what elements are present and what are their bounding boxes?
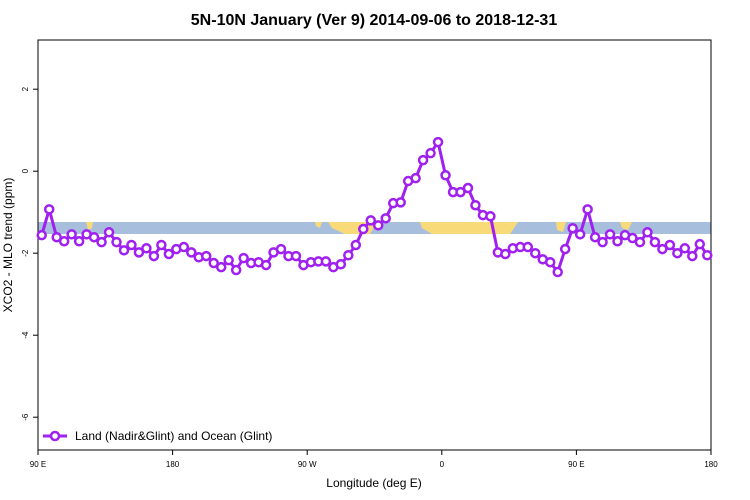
x-tick-label: 90 W xyxy=(298,460,317,469)
data-point xyxy=(43,204,55,215)
data-point xyxy=(215,261,227,273)
data-point xyxy=(567,222,578,234)
data-point xyxy=(36,229,47,241)
legend-marker xyxy=(49,430,61,442)
data-point xyxy=(544,256,556,268)
data-point xyxy=(73,236,85,247)
data-point xyxy=(500,248,511,260)
data-point xyxy=(186,247,197,258)
data-point xyxy=(425,147,436,159)
data-point xyxy=(552,266,563,278)
data-point xyxy=(372,220,384,231)
data-point xyxy=(358,223,369,235)
data-point xyxy=(634,236,646,248)
data-point xyxy=(290,250,302,262)
data-point xyxy=(66,229,77,240)
data-point xyxy=(417,154,429,166)
y-tick-label: -4 xyxy=(21,331,30,339)
data-point xyxy=(597,236,608,248)
x-tick-label: 90 E xyxy=(30,460,46,469)
data-point xyxy=(118,245,130,256)
x-axis-label: Longitude (deg E) xyxy=(326,476,421,490)
data-point xyxy=(649,236,661,248)
data-point xyxy=(380,213,391,224)
data-point xyxy=(604,229,616,240)
plot-frame xyxy=(37,39,712,451)
data-point xyxy=(664,239,676,251)
data-point xyxy=(574,229,586,240)
data-point xyxy=(679,243,691,254)
data-point xyxy=(230,264,242,276)
land xyxy=(620,222,632,230)
data-point xyxy=(530,247,541,259)
chart-title: 5N-10N January (Ver 9) 2014-09-06 to 201… xyxy=(191,12,558,29)
data-point xyxy=(687,250,698,262)
data-point xyxy=(462,182,474,194)
data-point xyxy=(178,241,190,253)
y-axis-label: XCO2 - MLO trend (ppm) xyxy=(1,178,15,313)
data-point xyxy=(335,259,347,270)
data-point xyxy=(350,239,362,251)
data-point xyxy=(702,250,713,261)
x-tick-label: 180 xyxy=(166,460,180,469)
data-point xyxy=(156,239,167,251)
legend-label: Land (Nadir&Glint) and Ocean (Glint) xyxy=(75,429,272,443)
data-point xyxy=(432,136,444,148)
data-point xyxy=(582,204,593,215)
data-point xyxy=(133,247,145,258)
x-tick-label: 0 xyxy=(440,460,445,469)
data-point xyxy=(126,239,137,251)
data-point xyxy=(559,243,571,255)
data-point xyxy=(51,231,62,243)
data-point xyxy=(58,236,70,247)
data-point xyxy=(694,238,706,250)
data-point xyxy=(522,241,534,253)
data-point xyxy=(320,256,332,267)
data-point xyxy=(642,227,653,238)
data-point xyxy=(672,247,683,259)
x-tick-label: 90 E xyxy=(568,460,584,469)
data-point xyxy=(275,243,287,255)
data-point xyxy=(141,243,152,254)
data-point xyxy=(343,250,354,261)
data-point xyxy=(163,248,175,260)
data-point xyxy=(485,211,496,222)
data-point xyxy=(627,232,638,244)
land xyxy=(556,222,566,232)
data-point xyxy=(455,186,466,198)
y-tick-label: 0 xyxy=(21,168,30,173)
data-point xyxy=(238,252,249,264)
data-point xyxy=(103,227,115,238)
data-point xyxy=(470,199,481,211)
y-tick-label: -6 xyxy=(21,413,30,421)
data-point xyxy=(589,231,601,243)
data-point xyxy=(657,243,668,255)
land xyxy=(420,222,518,234)
data-point xyxy=(395,197,406,208)
land xyxy=(86,222,93,230)
land xyxy=(315,222,322,228)
data-point xyxy=(208,257,219,269)
data-point xyxy=(365,215,377,226)
data-point xyxy=(260,259,272,271)
data-point xyxy=(612,236,623,247)
y-tick-label: -2 xyxy=(21,249,30,257)
y-tick-label: 2 xyxy=(21,86,30,91)
data-point xyxy=(148,250,160,262)
data-point xyxy=(410,172,421,184)
data-point xyxy=(88,231,100,243)
data-point xyxy=(440,170,451,181)
data-point xyxy=(201,250,212,262)
x-tick-label: 180 xyxy=(704,460,718,469)
data-point xyxy=(96,236,107,248)
legend: Land (Nadir&Glint) and Ocean (Glint) xyxy=(43,429,272,443)
data-point xyxy=(223,254,234,266)
data-point xyxy=(111,236,122,248)
